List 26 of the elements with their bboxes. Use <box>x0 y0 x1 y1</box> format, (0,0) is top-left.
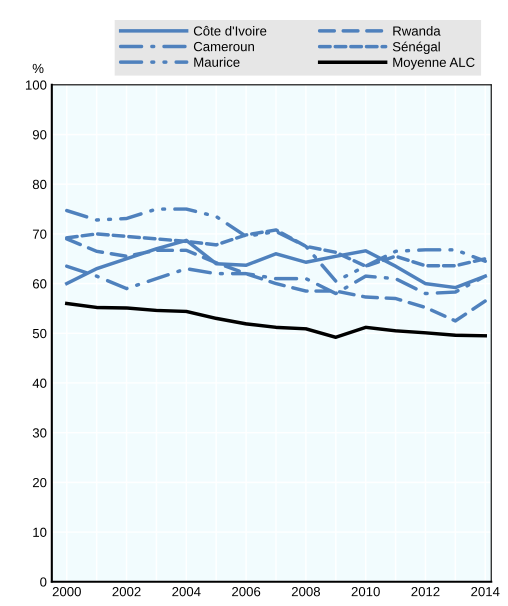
y-tick-label: 90 <box>32 130 46 140</box>
y-tick-label: 10 <box>33 528 46 537</box>
legend-label: Rwanda <box>393 26 441 36</box>
x-tick-label: 2014 <box>471 586 500 596</box>
y-tick-label: 70 <box>32 229 46 239</box>
x-tick-label: 2006 <box>232 586 260 596</box>
y-axis-title: % <box>32 64 44 74</box>
y-tick-label: 60 <box>32 279 46 289</box>
x-tick-label: 2002 <box>112 586 141 596</box>
legend-label: Côte d'Ivoire <box>194 26 266 36</box>
y-tick-label: 100 <box>26 80 46 90</box>
x-tick-label: 2010 <box>352 586 380 596</box>
y-tick-label: 50 <box>32 328 46 338</box>
x-tick-label: 2012 <box>411 586 440 596</box>
y-tick-label: 0 <box>40 577 46 587</box>
x-tick-label: 2000 <box>52 586 81 596</box>
y-tick-label: 20 <box>32 478 46 488</box>
y-tick-label: 80 <box>32 180 46 190</box>
legend-label: Moyenne ALC <box>393 58 475 70</box>
legend-label: Maurice <box>194 57 240 67</box>
legend-label: Sénégal <box>392 42 440 54</box>
y-tick-label: 40 <box>32 378 46 388</box>
y-tick-label: 30 <box>32 428 46 438</box>
legend-label: Cameroun <box>194 42 254 52</box>
x-tick-label: 2008 <box>292 586 320 596</box>
x-tick-label: 2004 <box>172 586 201 596</box>
